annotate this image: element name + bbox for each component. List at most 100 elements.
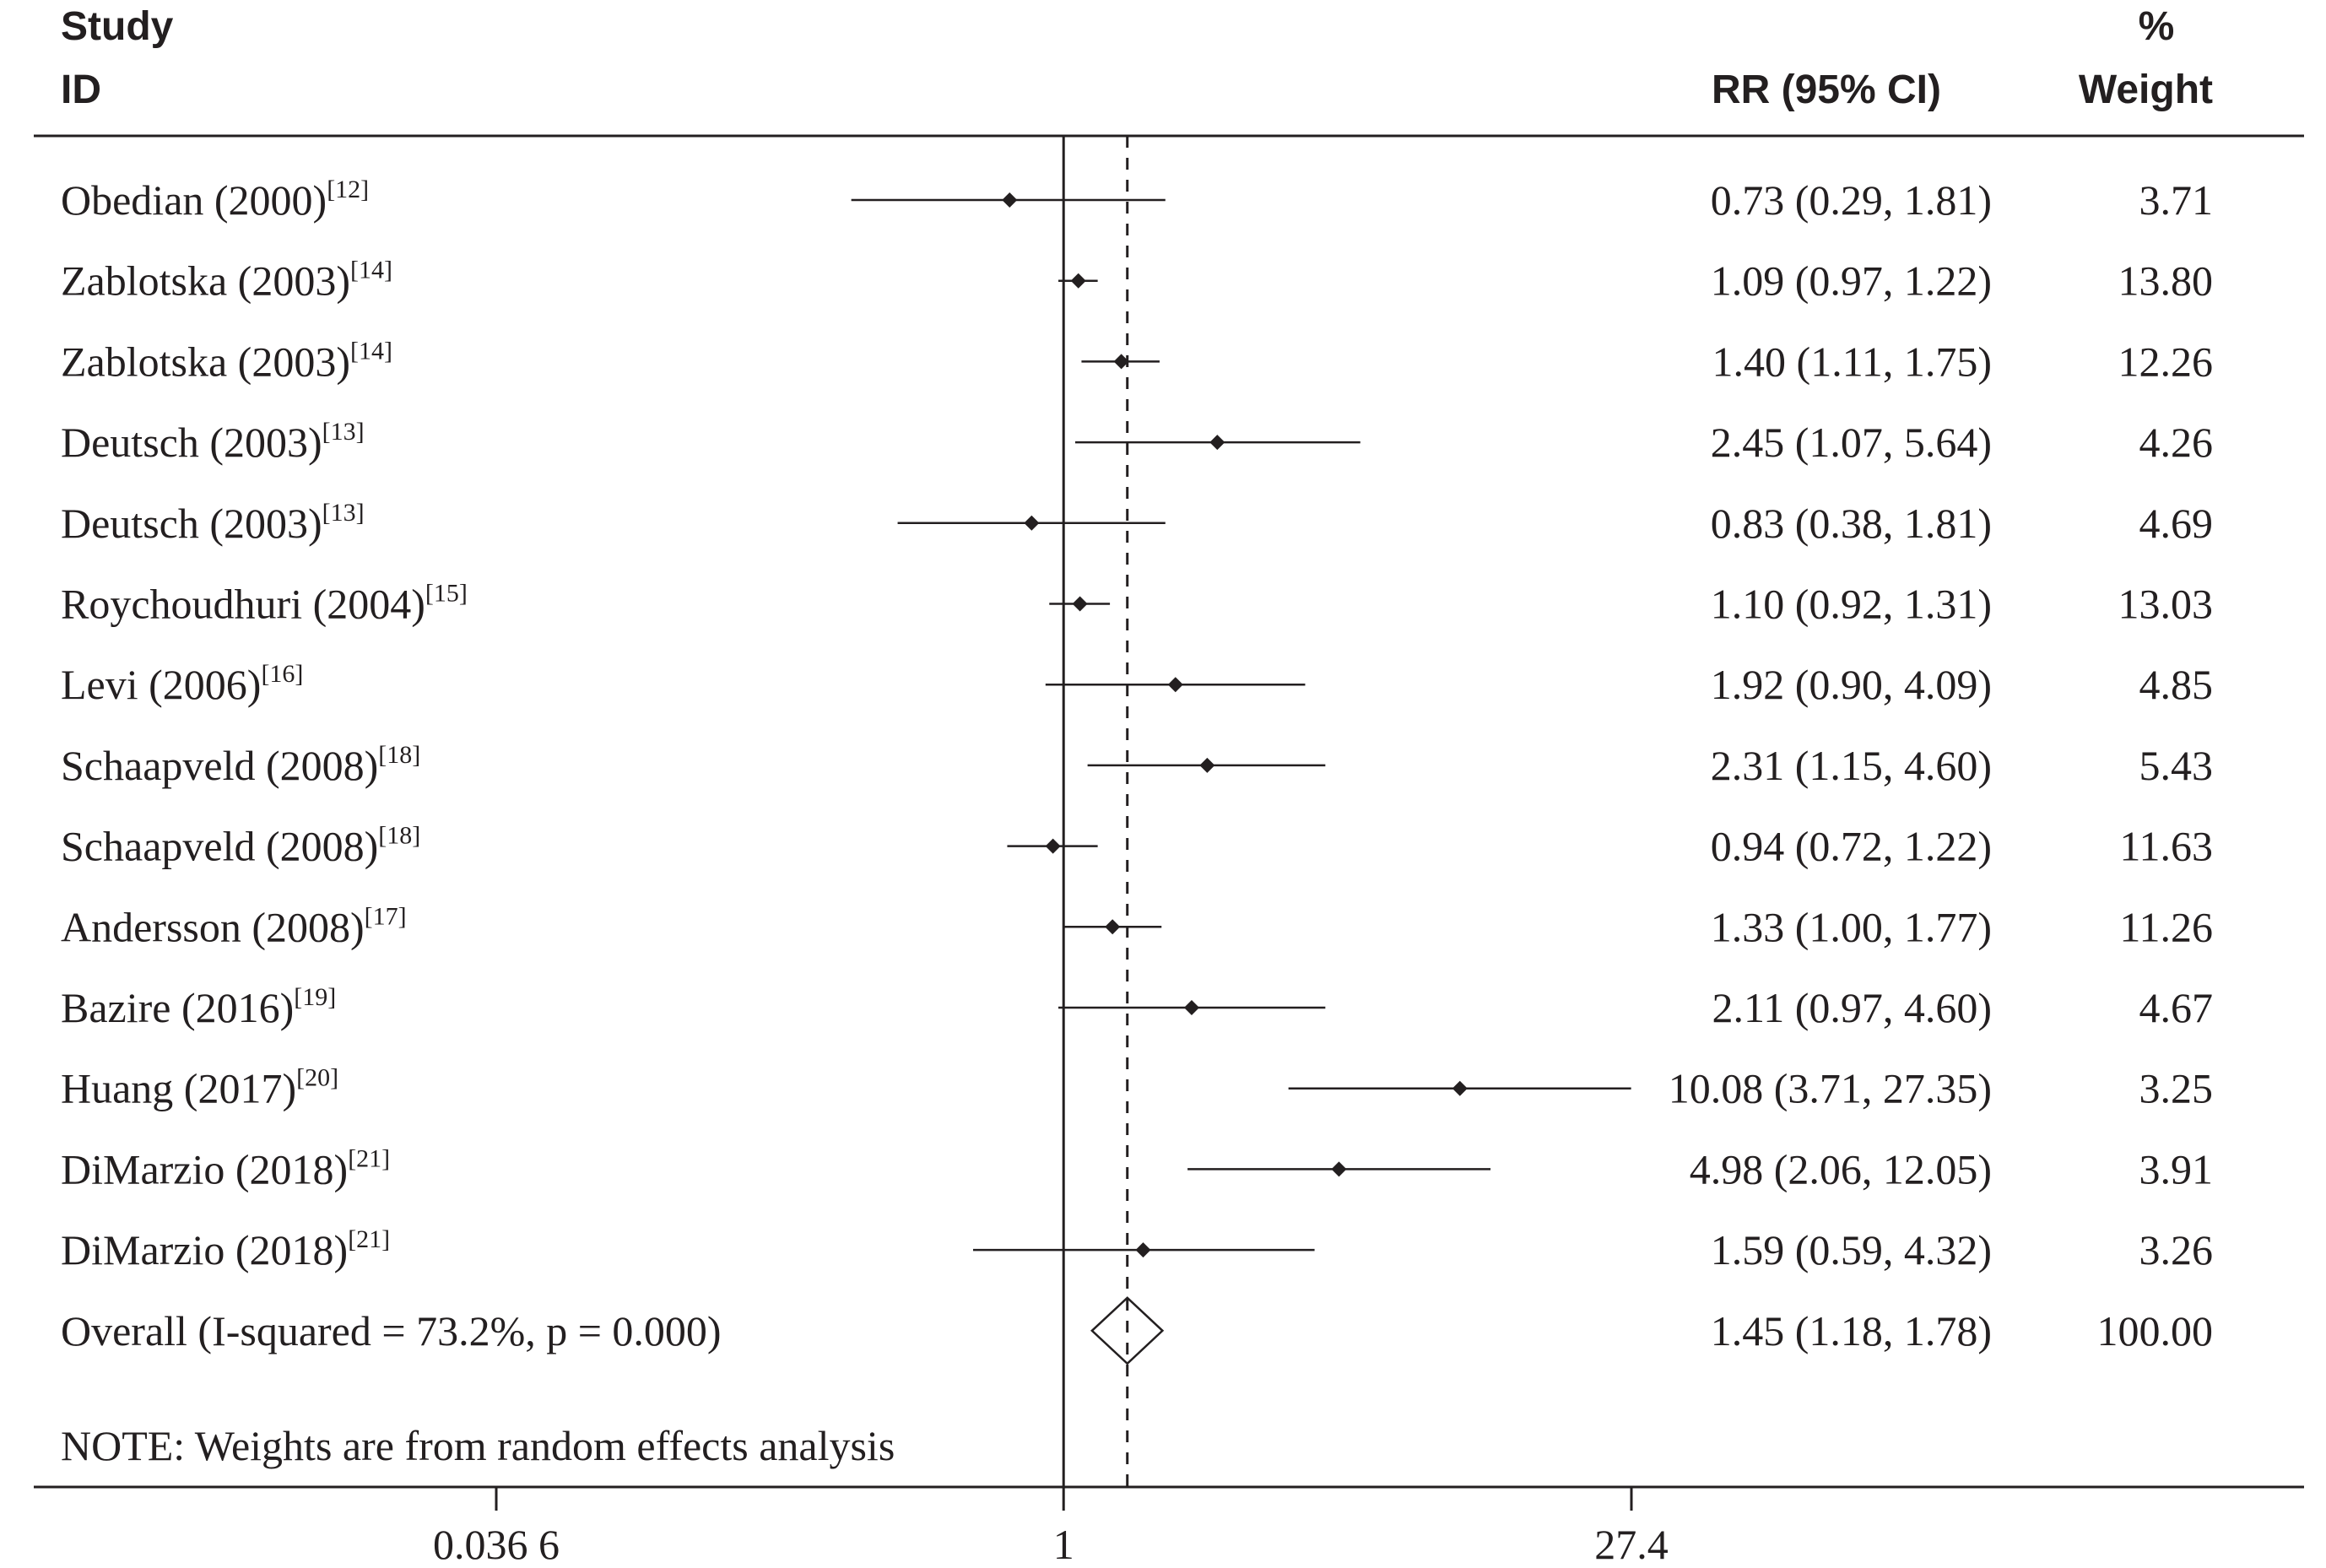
x-tick-label: 1 — [1053, 1521, 1074, 1568]
ci-text: 0.83 (0.38, 1.81) — [1711, 500, 1992, 547]
point-estimate — [1045, 838, 1061, 854]
point-estimate — [1002, 192, 1018, 208]
study-reference: [17] — [365, 902, 407, 930]
study-reference: [14] — [350, 257, 392, 284]
x-axis-ticks: 0.036 6 1 27.4 — [433, 1487, 1669, 1568]
study-reference: [15] — [425, 580, 468, 608]
weight-text: 3.26 — [2139, 1226, 2214, 1273]
reference-lines — [1062, 136, 1129, 1487]
point-estimate — [1183, 1000, 1199, 1015]
study-reference: [20] — [296, 1064, 338, 1092]
study-row: Bazire (2016)[19] 2.11 (0.97, 4.60) 4.67 — [61, 983, 2213, 1031]
study-row: Huang (2017)[20] 10.08 (3.71, 27.35) 3.25 — [61, 1064, 2213, 1112]
study-label: Zablotska (2003)[14] — [61, 257, 392, 305]
weight-text: 4.85 — [2139, 661, 2214, 708]
study-label: Levi (2006)[16] — [61, 660, 303, 708]
ci-text: 0.94 (0.72, 1.22) — [1711, 823, 1992, 870]
point-estimate — [1072, 596, 1088, 612]
ci-text: 2.45 (1.07, 5.64) — [1711, 419, 1992, 466]
study-reference: [19] — [294, 983, 336, 1011]
x-tick-label: 27.4 — [1594, 1521, 1669, 1568]
study-row: Zablotska (2003)[14] 1.40 (1.11, 1.75) 12.… — [61, 337, 2213, 385]
point-estimate — [1070, 273, 1086, 289]
ci-text: 1.59 (0.59, 4.32) — [1711, 1226, 1992, 1273]
study-reference: [21] — [348, 1144, 390, 1172]
study-label: Schaapveld (2008)[18] — [61, 741, 420, 789]
point-estimate — [1024, 515, 1040, 531]
study-row: Roychoudhuri (2004)[15] 1.10 (0.92, 1.31)… — [61, 580, 2213, 628]
study-row: Zablotska (2003)[14] 1.09 (0.97, 1.22) 13.… — [61, 257, 2213, 305]
header-weight: Weight — [2079, 68, 2213, 112]
weight-text: 3.25 — [2139, 1065, 2214, 1112]
study-label: Roychoudhuri (2004)[15] — [61, 580, 468, 628]
overall-weight-text: 100.00 — [2097, 1307, 2214, 1354]
header-weight-percent: % — [2139, 4, 2175, 49]
study-label: DiMarzio (2018)[21] — [61, 1144, 390, 1192]
note-text: NOTE: Weights are from random effects an… — [61, 1422, 895, 1469]
header-id: ID — [61, 68, 101, 112]
study-reference: [18] — [378, 741, 420, 769]
study-reference: [18] — [378, 822, 420, 850]
weight-text: 3.91 — [2139, 1145, 2214, 1192]
weight-text: 11.26 — [2119, 903, 2213, 950]
study-label: Andersson (2008)[17] — [61, 902, 407, 950]
study-reference: [21] — [348, 1225, 390, 1253]
ci-text: 2.11 (0.97, 4.60) — [1712, 984, 1992, 1031]
study-label: Bazire (2016)[19] — [61, 983, 336, 1031]
point-estimate — [1113, 354, 1129, 370]
study-reference: [16] — [261, 660, 303, 688]
ci-text: 0.73 (0.29, 1.81) — [1711, 176, 1992, 224]
point-estimate — [1331, 1161, 1347, 1177]
study-label: DiMarzio (2018)[21] — [61, 1225, 390, 1273]
weight-text: 13.03 — [2118, 581, 2214, 628]
overall-ci-text: 1.45 (1.18, 1.78) — [1711, 1307, 1992, 1354]
ci-text: 4.98 (2.06, 12.05) — [1690, 1145, 1992, 1192]
x-tick-label: 0.036 6 — [433, 1521, 560, 1568]
weight-text: 4.67 — [2139, 984, 2214, 1031]
study-reference: [14] — [350, 337, 392, 365]
ci-text: 1.10 (0.92, 1.31) — [1711, 581, 1992, 628]
study-row: Andersson (2008)[17] 1.33 (1.00, 1.77) 11.… — [61, 902, 2213, 950]
point-estimate — [1135, 1242, 1151, 1258]
weight-text: 4.69 — [2139, 500, 2214, 547]
ci-text: 1.40 (1.11, 1.75) — [1712, 338, 1992, 385]
weight-text: 11.63 — [2119, 823, 2213, 870]
study-label: Schaapveld (2008)[18] — [61, 822, 420, 870]
study-reference: [13] — [322, 499, 365, 527]
ci-text: 1.09 (0.97, 1.22) — [1711, 257, 1992, 305]
study-label: Huang (2017)[20] — [61, 1064, 338, 1112]
weight-text: 4.26 — [2139, 419, 2214, 466]
point-estimate — [1199, 757, 1215, 773]
point-estimate — [1105, 919, 1121, 935]
study-row: Deutsch (2003)[13] 0.83 (0.38, 1.81) 4.69 — [61, 499, 2213, 547]
ci-text: 1.92 (0.90, 4.09) — [1711, 661, 1992, 708]
study-label: Deutsch (2003)[13] — [61, 499, 365, 547]
ci-text: 1.33 (1.00, 1.77) — [1711, 903, 1992, 950]
point-estimate — [1167, 677, 1183, 693]
study-rows: Obedian (2000)[12] 0.73 (0.29, 1.81) 3.71 Z… — [61, 176, 2213, 1273]
overall-diamond — [1090, 1296, 1165, 1365]
overall-label: Overall (I-squared = 73.2%, p = 0.000) — [61, 1307, 722, 1354]
weight-text: 5.43 — [2139, 742, 2214, 789]
study-row: DiMarzio (2018)[21] 4.98 (2.06, 12.05) 3.9… — [61, 1144, 2213, 1192]
ci-text: 10.08 (3.71, 27.35) — [1669, 1065, 1992, 1112]
study-label: Obedian (2000)[12] — [61, 176, 369, 224]
point-estimate — [1452, 1080, 1468, 1096]
study-row: Schaapveld (2008)[18] 0.94 (0.72, 1.22) 11… — [61, 822, 2213, 870]
overall-row: Overall (I-squared = 73.2%, p = 0.000) 1.… — [61, 1296, 2214, 1365]
study-row: Deutsch (2003)[13] 2.45 (1.07, 5.64) 4.26 — [61, 418, 2213, 466]
study-row: Schaapveld (2008)[18] 2.31 (1.15, 4.60) 5.… — [61, 741, 2213, 789]
weight-text: 12.26 — [2118, 338, 2214, 385]
weight-text: 3.71 — [2139, 176, 2214, 224]
header-effect: RR (95% CI) — [1712, 68, 1941, 112]
header-study: Study — [61, 4, 174, 49]
study-row: Obedian (2000)[12] 0.73 (0.29, 1.81) 3.71 — [61, 176, 2213, 224]
ci-text: 2.31 (1.15, 4.60) — [1711, 742, 1992, 789]
study-label: Zablotska (2003)[14] — [61, 337, 392, 385]
point-estimate — [1209, 435, 1225, 451]
study-reference: [12] — [327, 176, 369, 203]
study-row: DiMarzio (2018)[21] 1.59 (0.59, 4.32) 3.26 — [61, 1225, 2213, 1273]
study-row: Levi (2006)[16] 1.92 (0.90, 4.09) 4.85 — [61, 660, 2213, 708]
study-label: Deutsch (2003)[13] — [61, 418, 365, 466]
